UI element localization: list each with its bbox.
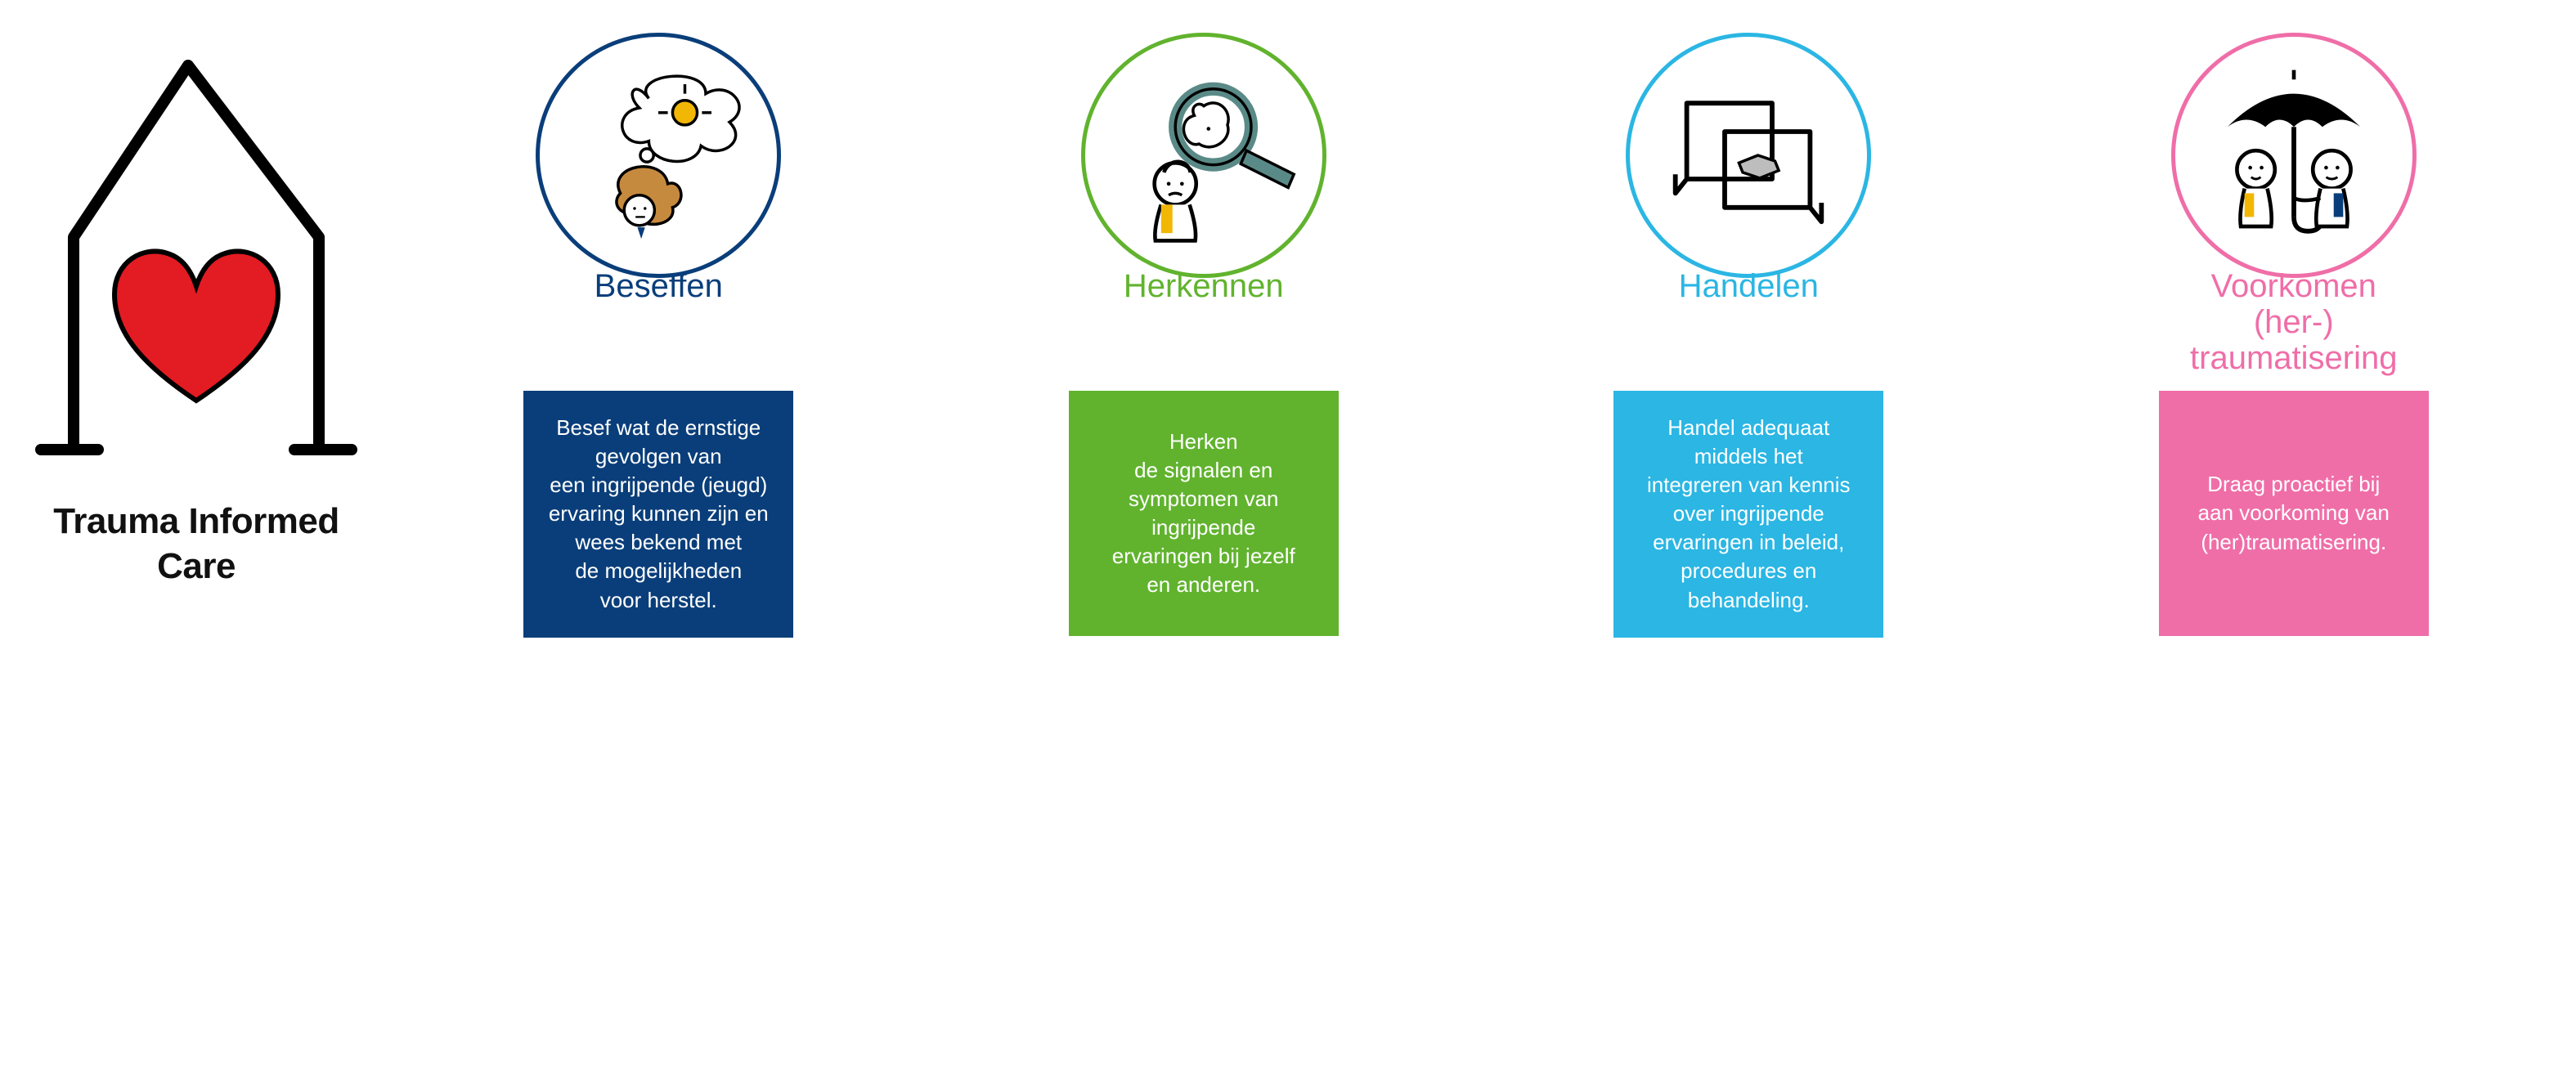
column-beseffen: Beseffen Besef wat de ernstige gevolgen … [401, 33, 917, 638]
box-voorkomen: Draag proactief bij aan voorkoming van (… [2159, 391, 2429, 636]
intro-title: Trauma Informed Care [25, 499, 368, 589]
infographic-root: Trauma Informed Care [25, 33, 2551, 638]
column-herkennen: Herkennen Herken de signalen en symptome… [946, 33, 1462, 638]
circle-herkennen [1081, 33, 1326, 278]
magnifier-person-icon [1109, 60, 1299, 250]
circle-beseffen [536, 33, 781, 278]
circle-voorkomen [2171, 33, 2417, 278]
title-handelen: Handelen [1679, 268, 1819, 383]
handshake-frames-icon [1654, 60, 1843, 250]
intro-column: Trauma Informed Care [25, 33, 368, 589]
title-voorkomen: Voorkomen (her-) traumatisering [2190, 268, 2397, 383]
heart-icon [114, 251, 278, 401]
title-herkennen: Herkennen [1124, 268, 1284, 383]
circle-handelen [1626, 33, 1871, 278]
umbrella-people-icon [2199, 60, 2389, 250]
house-heart-icon [25, 41, 368, 466]
box-beseffen: Besef wat de ernstige gevolgen van een i… [523, 391, 793, 638]
thought-bulb-icon [563, 60, 753, 250]
column-handelen: Handelen Handel adequaat middels het int… [1491, 33, 2007, 638]
box-herkennen: Herken de signalen en symptomen van ingr… [1069, 391, 1339, 636]
title-beseffen: Beseffen [595, 268, 723, 383]
columns: Beseffen Besef wat de ernstige gevolgen … [401, 33, 2551, 638]
column-voorkomen: Voorkomen (her-) traumatisering Draag pr… [2036, 33, 2552, 638]
box-handelen: Handel adequaat middels het integreren v… [1613, 391, 1883, 638]
